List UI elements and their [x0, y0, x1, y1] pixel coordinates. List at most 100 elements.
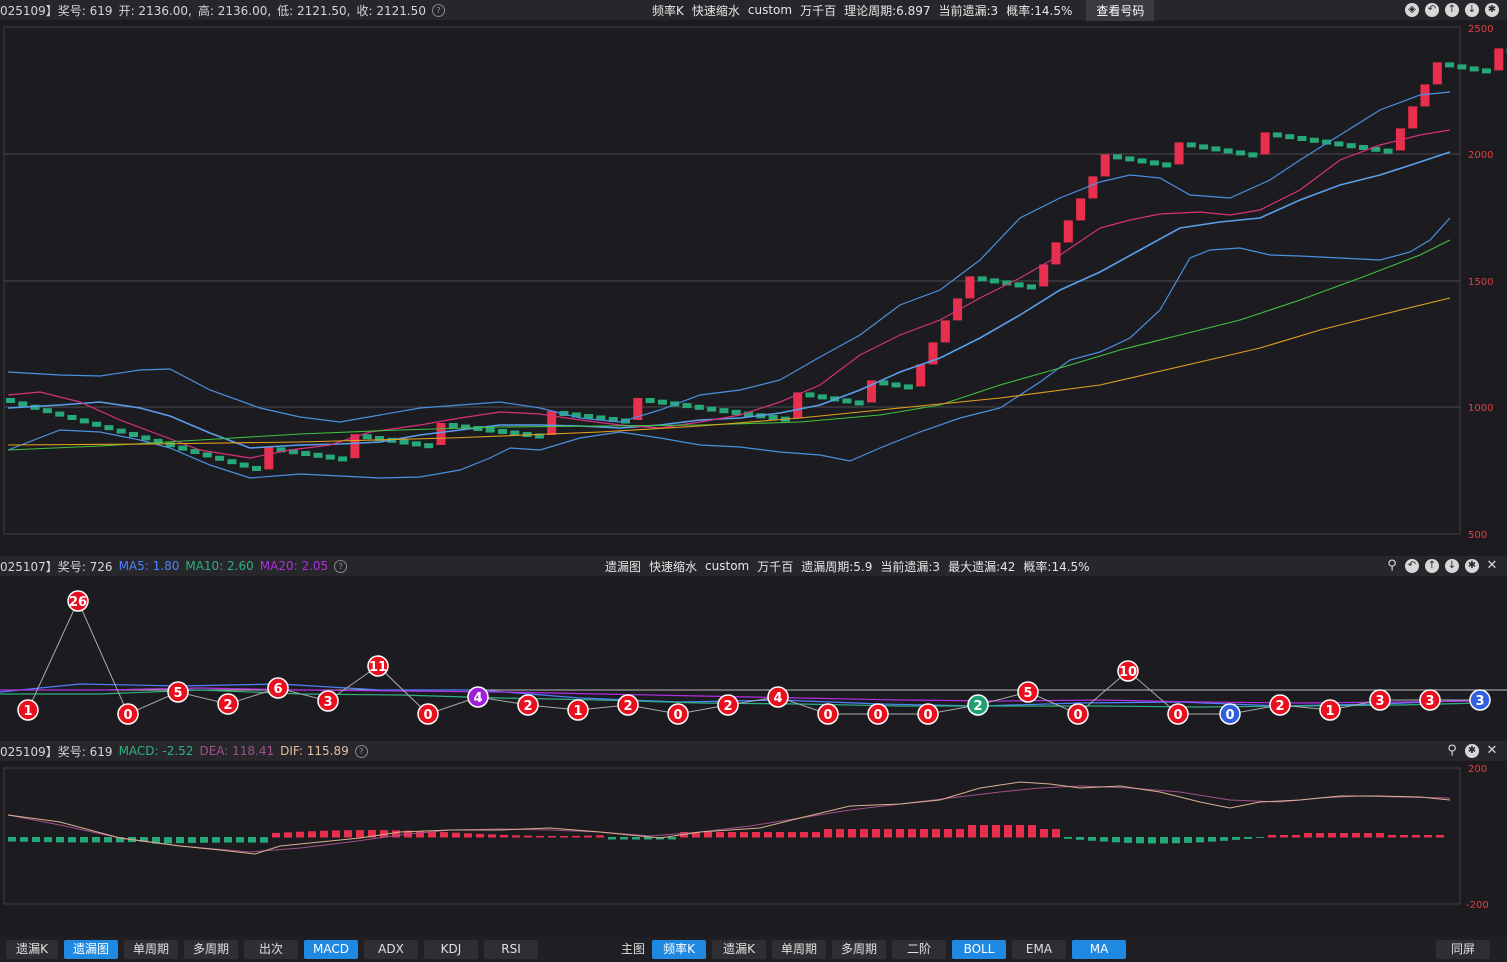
omission-value: 4: [473, 691, 482, 706]
tab-single-period-main[interactable]: 单周期: [772, 940, 826, 959]
gear-icon[interactable]: ✱: [1465, 744, 1479, 758]
candle-up: [953, 298, 963, 321]
gear-icon[interactable]: ✱: [1465, 559, 1479, 573]
macd-bar: [548, 835, 556, 838]
candle-down: [1113, 154, 1122, 160]
macd-bar: [1016, 825, 1024, 838]
macd-bar: [392, 830, 400, 838]
omission-value: 1: [1325, 704, 1334, 719]
param: 概率:14.5%: [1006, 3, 1073, 18]
tab-macd[interactable]: MACD: [304, 940, 358, 959]
macd-bar: [224, 837, 232, 843]
tab-multi-period-main[interactable]: 多周期: [832, 940, 886, 959]
macd-bar: [260, 837, 268, 843]
close-icon[interactable]: ✕: [1486, 743, 1498, 758]
macd-bar: [764, 832, 772, 838]
back-icon[interactable]: ↶: [1405, 559, 1419, 573]
candle-down: [879, 380, 889, 386]
close-icon[interactable]: ✕: [1486, 558, 1498, 573]
macd-bar: [476, 833, 484, 838]
up-icon[interactable]: ↑: [1425, 559, 1439, 573]
kline-info: 025109】奖号: 619 开: 2136.00, 高: 2136.00, 低…: [0, 0, 445, 20]
macd-bar: [1028, 825, 1036, 838]
kline-header: 025109】奖号: 619 开: 2136.00, 高: 2136.00, 低…: [0, 0, 1507, 21]
back-icon[interactable]: ↶: [1425, 3, 1439, 17]
kline-params: 频率K 快速缩水 custom 万千百 理论周期:6.897 当前遗漏:3 概率…: [652, 0, 1155, 21]
tab-multi-period[interactable]: 多周期: [184, 940, 238, 959]
macd-bar: [8, 837, 16, 842]
macd-toolbar: ⚲ ✱ ✕: [1445, 741, 1499, 761]
candle-down: [534, 433, 544, 439]
ma5-value: MA5: 1.80: [118, 559, 180, 573]
tab-frequency-k[interactable]: 频率K: [652, 940, 706, 959]
macd-bar: [1268, 835, 1276, 838]
ma20-line: [0, 687, 1481, 704]
param: 快速缩水: [691, 3, 740, 18]
ma10-value: MA10: 2.60: [185, 559, 254, 573]
macd-bar: [56, 837, 64, 843]
macd-bar: [692, 832, 700, 838]
tab-occurrence[interactable]: 出次: [244, 940, 298, 959]
macd-bar: [272, 832, 280, 838]
help-icon[interactable]: ?: [431, 3, 445, 17]
compass-icon[interactable]: ◈: [1405, 3, 1419, 17]
tab-omission-chart[interactable]: 遗漏图: [64, 940, 118, 959]
omission-value: 5: [1023, 686, 1032, 701]
candle-up: [1076, 198, 1086, 221]
macd-bar: [1388, 835, 1396, 838]
candle-up: [1100, 154, 1110, 177]
candle-down: [202, 452, 212, 458]
omission-header: 025107】奖号: 726 MA5: 1.80 MA10: 2.60 MA20…: [0, 556, 1507, 576]
macd-bar: [1412, 835, 1420, 838]
macd-bar: [104, 837, 112, 843]
omission-value: 2: [723, 699, 732, 714]
macd-bar: [836, 829, 844, 838]
omission-value: 3: [1475, 694, 1484, 709]
macd-bar: [920, 829, 928, 838]
macd-bar: [44, 837, 52, 843]
candle-down: [1125, 156, 1135, 162]
boll-lower-line: [7, 217, 1451, 479]
view-numbers-button[interactable]: 查看号码: [1086, 0, 1155, 21]
kline-close: 收: 2121.50: [356, 3, 426, 18]
macd-bar: [1100, 837, 1108, 842]
candle-down: [571, 412, 581, 418]
candle-down: [719, 408, 729, 414]
macd-bar: [356, 830, 364, 838]
tab-single-period[interactable]: 单周期: [124, 940, 178, 959]
candle-up: [1408, 106, 1418, 129]
omission-value: 2: [523, 699, 532, 714]
candle-down: [1457, 64, 1467, 70]
pin-icon[interactable]: ⚲: [1387, 558, 1397, 573]
candle-up: [1174, 142, 1184, 165]
omission-prefix: 025107】奖号: 726: [0, 559, 113, 574]
kline-prefix: 025109】奖号: 619: [0, 3, 113, 18]
tab-ma[interactable]: MA: [1072, 940, 1126, 959]
gear-icon[interactable]: ✱: [1485, 3, 1499, 17]
tab-omission-k[interactable]: 遗漏K: [6, 940, 58, 959]
candle-down: [116, 428, 126, 434]
omission-point: 5: [1017, 681, 1039, 703]
macd-bar: [332, 830, 340, 838]
tab-omission-k-main[interactable]: 遗漏K: [712, 940, 766, 959]
pin-icon[interactable]: ⚲: [1447, 743, 1457, 758]
tab-ema[interactable]: EMA: [1012, 940, 1066, 959]
dif-line: [7, 781, 1451, 855]
tab-second-order[interactable]: 二阶: [892, 940, 946, 959]
help-icon[interactable]: ?: [334, 559, 348, 573]
down-icon[interactable]: ↓: [1445, 559, 1459, 573]
tab-adx[interactable]: ADX: [364, 940, 418, 959]
macd-bar: [788, 832, 796, 838]
candle-up: [793, 392, 803, 419]
candle-down: [1322, 139, 1332, 145]
macd-bar: [1316, 833, 1324, 838]
tab-boll[interactable]: BOLL: [952, 940, 1006, 959]
help-icon[interactable]: ?: [354, 744, 368, 758]
down-icon[interactable]: ↓: [1465, 3, 1479, 17]
tab-kdj[interactable]: KDJ: [424, 940, 478, 959]
candle-down: [1149, 160, 1159, 166]
param: 万千百: [757, 559, 794, 574]
tab-rsi[interactable]: RSI: [484, 940, 538, 959]
fullscreen-button[interactable]: 同屏: [1436, 940, 1490, 959]
up-icon[interactable]: ↑: [1445, 3, 1459, 17]
